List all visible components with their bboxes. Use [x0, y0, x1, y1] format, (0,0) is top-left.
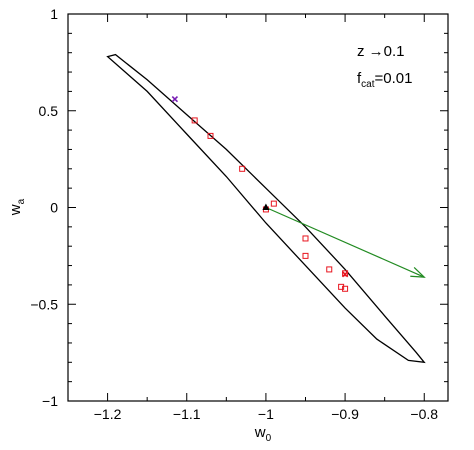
bias-arrow: [265, 206, 426, 278]
x-tick-label: −1.1: [173, 406, 201, 422]
data-point-square: [207, 132, 214, 139]
y-tick-label: 0.5: [39, 103, 59, 119]
data-point-square: [191, 117, 198, 124]
data-point-square: [326, 266, 333, 273]
data-point-cross: [171, 95, 179, 103]
confidence-ellipse: [106, 53, 426, 364]
annotation-fcat: fcat=0.01: [357, 70, 412, 90]
data-point-square: [239, 165, 246, 172]
data-point-square: [270, 200, 277, 207]
arrow-shaft: [265, 206, 425, 278]
tick-labels: −1.2 −1.1 −1 −0.9 −0.8 −1 −0.5 0 0.5 1: [30, 6, 438, 422]
x-tick-label: −0.9: [331, 406, 359, 422]
data-point-square: [302, 252, 309, 259]
fiducial-triangle: [262, 203, 270, 210]
y-tick-label: −1: [42, 393, 58, 409]
data-point-cross: [341, 271, 349, 278]
tick-marks: [67, 13, 448, 402]
y-tick-label: 0: [50, 200, 58, 216]
data-markers: [171, 95, 349, 292]
annotation-redshift: z →0.1: [357, 43, 405, 60]
y-tick-label: −0.5: [30, 296, 58, 312]
data-point-square: [302, 235, 309, 242]
x-tick-label: −1: [258, 406, 274, 422]
y-axis-label: wa: [7, 198, 27, 216]
arrow-head: [410, 267, 426, 278]
x-axis-label: w0: [254, 424, 272, 444]
data-point-square: [342, 270, 349, 277]
y-tick-label: 1: [50, 6, 58, 22]
data-point-square: [342, 285, 349, 292]
data-point-square: [338, 283, 345, 290]
x-tick-label: −1.2: [94, 406, 122, 422]
x-tick-label: −0.8: [410, 406, 438, 422]
